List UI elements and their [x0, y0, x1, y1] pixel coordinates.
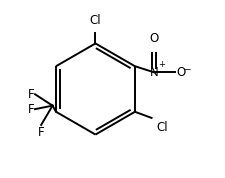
- Text: O: O: [175, 66, 184, 79]
- Text: −: −: [182, 65, 190, 74]
- Text: +: +: [157, 60, 164, 69]
- Text: F: F: [27, 103, 34, 116]
- Text: F: F: [38, 126, 44, 139]
- Text: O: O: [149, 32, 158, 45]
- Text: Cl: Cl: [155, 121, 167, 134]
- Text: N: N: [149, 66, 158, 79]
- Text: Cl: Cl: [89, 14, 101, 27]
- Text: F: F: [27, 88, 34, 101]
